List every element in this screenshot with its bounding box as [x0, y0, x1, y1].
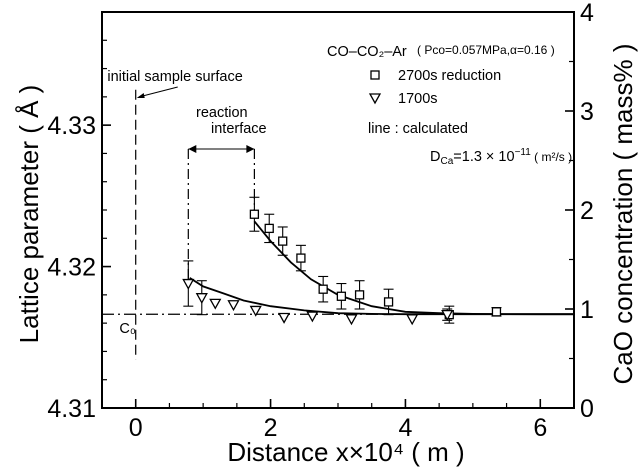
y-right-tick-label: 1 — [580, 296, 594, 324]
data-point-triangle — [406, 314, 419, 326]
data-point-square — [264, 223, 274, 234]
dca-subscript: Ca — [440, 156, 453, 167]
legend-marker-triangle — [368, 93, 382, 105]
legend-label: 1700s — [398, 91, 438, 107]
dca-symbol: D — [430, 149, 440, 165]
data-point-square — [278, 236, 288, 246]
legend-marker-square — [370, 70, 380, 80]
data-point-square — [249, 209, 260, 219]
y-left-tick-label: 4.31 — [47, 395, 96, 423]
initial-surface-arrowhead — [136, 93, 145, 98]
calculated-curves — [189, 220, 574, 316]
reaction-interface-label: reaction — [196, 105, 248, 121]
data-point-triangle — [345, 314, 358, 326]
data-point-square — [491, 307, 502, 317]
y-right-tick-label: 4 — [580, 0, 594, 27]
y-left-axis-title: Lattice parameter ( Å ) — [14, 85, 44, 344]
y-right-tick-label: 0 — [580, 395, 594, 423]
reaction-interface-label: interface — [211, 121, 267, 137]
data-point-square — [354, 290, 365, 300]
dca-value: =1.3 × 10 — [453, 149, 514, 165]
dca-units: ( m²/s ) — [531, 150, 572, 164]
x-tick-label: 6 — [533, 414, 547, 442]
data-marks — [182, 196, 502, 326]
line-note: line : calculated — [368, 121, 468, 137]
c0-label: C₀ — [119, 321, 136, 337]
calculated-line — [253, 220, 574, 316]
x-tick-label: 0 — [129, 414, 143, 442]
dca-exponent: −11 — [515, 147, 532, 158]
dca-label: DCa=1.3 × 10−11 ( m²/s ) — [430, 147, 572, 167]
data-point-triangle — [277, 312, 291, 324]
legend-label: 2700s reduction — [398, 68, 501, 84]
data-point-triangle — [441, 310, 454, 321]
data-point-square — [318, 284, 328, 294]
x-tick-label: 2 — [264, 414, 278, 442]
data-point-square — [336, 291, 347, 301]
x-tick-label: 4 — [398, 414, 412, 442]
legend-header: CO–CO₂–Ar — [327, 44, 407, 60]
axes-layer — [101, 11, 575, 409]
interface-arrow-left — [188, 145, 197, 153]
data-point-square — [296, 253, 306, 263]
data-point-triangle — [209, 298, 222, 310]
y-right-axis-title: CaO concentration ( mass% ) — [608, 43, 638, 384]
data-point-triangle — [182, 278, 195, 290]
initial-surface-leader — [138, 86, 178, 98]
data-point-triangle — [227, 300, 240, 312]
reference-lines — [102, 86, 574, 360]
x-axis-title: Distance x×10⁴ ( m ) — [227, 437, 464, 467]
data-point-square — [383, 297, 394, 307]
y-right-tick-label: 3 — [580, 98, 594, 126]
data-point-triangle — [306, 311, 319, 323]
y-right-tick-label: 2 — [580, 197, 594, 225]
initial-surface-label: initial sample surface — [107, 69, 242, 85]
data-point-triangle — [195, 293, 208, 305]
y-left-tick-label: 4.32 — [47, 254, 96, 282]
interface-arrow-right — [246, 145, 255, 153]
data-point-triangle — [249, 305, 262, 317]
legend-params: ( Pco=0.057MPa,α=0.16 ) — [417, 43, 555, 57]
y-left-tick-label: 4.33 — [47, 112, 96, 140]
